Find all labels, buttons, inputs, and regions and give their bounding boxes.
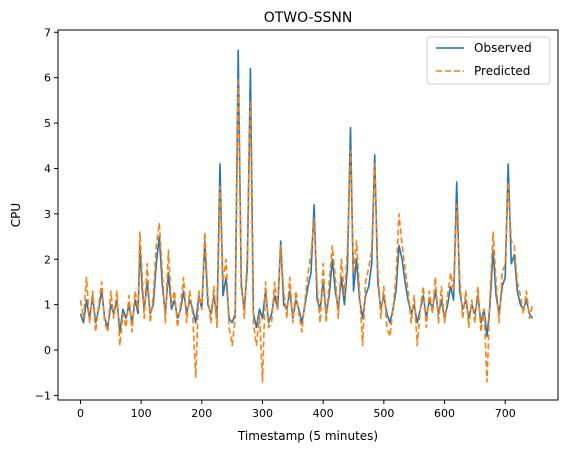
y-tick-label: 2 (44, 253, 51, 266)
y-tick-label: 5 (44, 117, 51, 130)
y-tick-label: 0 (44, 344, 51, 357)
x-tick-label: 500 (373, 407, 394, 420)
x-tick-label: 200 (191, 407, 212, 420)
x-tick-label: 700 (495, 407, 516, 420)
chart-title: OTWO-SSNN (264, 10, 353, 26)
x-tick-label: 100 (131, 407, 152, 420)
axes: 0 100 200 300 400 500 600 700 −1 0 1 2 3 4 5 6 7 (35, 26, 516, 420)
y-tick-label: −1 (35, 389, 51, 402)
y-tick-label: 7 (44, 26, 51, 39)
plot-lines (79, 49, 534, 383)
x-axis-label: Timestamp (5 minutes) (237, 429, 378, 443)
x-tick-label: 400 (313, 407, 334, 420)
legend-label-predicted: Predicted (474, 64, 530, 78)
y-tick-label: 3 (44, 208, 51, 221)
legend: Observed Predicted (426, 36, 551, 85)
y-axis-label: CPU (9, 203, 23, 227)
x-tick-label: 300 (252, 407, 273, 420)
y-tick-label: 6 (44, 72, 51, 85)
x-tick-label: 0 (77, 407, 84, 420)
y-tick-label: 1 (44, 299, 51, 312)
legend-label-observed: Observed (474, 41, 532, 55)
y-tick-label: 4 (44, 162, 51, 175)
plot-frame (57, 29, 559, 401)
x-tick-label: 600 (434, 407, 455, 420)
series-line-predicted (79, 76, 534, 383)
